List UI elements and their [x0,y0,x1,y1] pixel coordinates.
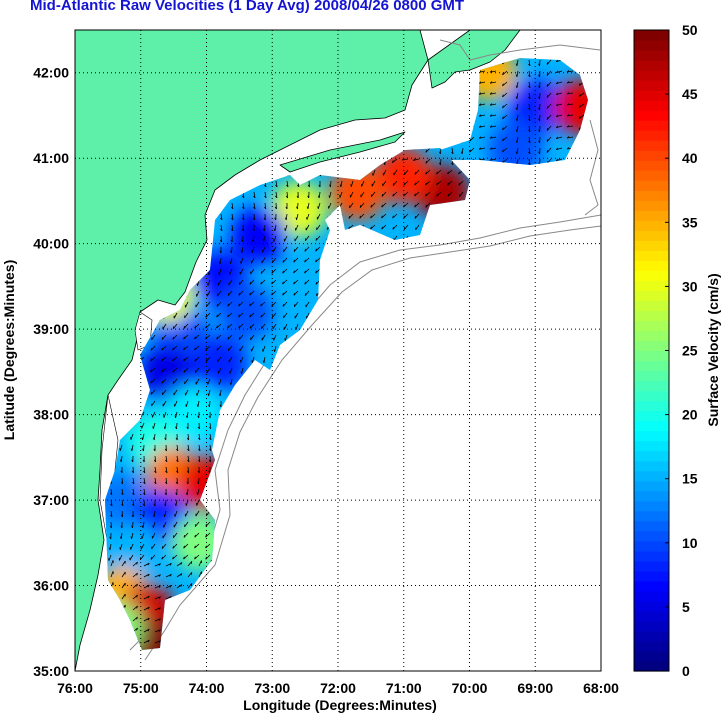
latitude-tick-label: 42:00 [33,65,69,81]
plot-frame [74,29,602,672]
latitude-tick-label: 39:00 [33,321,69,337]
colorbar [634,30,669,672]
longitude-tick-label: 69:00 [517,680,553,696]
colorbar-tick-label: 40 [682,150,698,166]
colorbar-tick-label: 35 [682,214,698,230]
colorbar-label: Surface Velocity (cm/s) [705,273,721,426]
longitude-tick-label: 70:00 [452,680,488,696]
colorbar-tick-label: 15 [682,471,698,487]
y-axis-label: Latitude (Degrees:Minutes) [1,260,17,440]
colorbar-tick-label: 20 [682,407,698,423]
latitude-tick-label: 38:00 [33,407,69,423]
latitude-tick-label: 35:00 [33,663,69,679]
longitude-tick-label: 74:00 [189,680,225,696]
latitude-tick-label: 36:00 [33,578,69,594]
latitude-ticks: 35:00 36:00 37:00 38:00 39:00 40:00 41:00 42:00 [33,65,69,679]
latitude-tick-label: 37:00 [33,492,69,508]
longitude-tick-label: 68:00 [583,680,619,696]
longitude-ticks: 76:00 75:00 74:00 73:00 72:00 71:00 70:00 69:00… [57,680,619,696]
longitude-tick-label: 73:00 [254,680,290,696]
x-axis-label: Longitude (Degrees:Minutes) [243,697,437,713]
longitude-tick-label: 76:00 [57,680,93,696]
colorbar-tick-label: 5 [682,599,690,615]
latitude-tick-label: 41:00 [33,150,69,166]
colorbar-ticks: 0 5 10 15 20 25 30 35 40 45 50 [665,22,698,679]
longitude-tick-label: 72:00 [320,680,356,696]
longitude-tick-label: 75:00 [123,680,159,696]
longitude-tick-label: 71:00 [386,680,422,696]
map-title: Mid-Atlantic Raw Velocities (1 Day Avg) … [30,0,465,14]
colorbar-tick-label: 50 [682,22,698,38]
colorbar-tick-label: 25 [682,343,698,359]
colorbar-tick-label: 30 [682,278,698,294]
colorbar-tick-label: 45 [682,86,698,102]
latitude-tick-label: 40:00 [33,236,69,252]
lat-lon-grid [75,30,601,671]
colorbar-tick-label: 10 [682,535,698,551]
colorbar-tick-label: 0 [682,663,690,679]
